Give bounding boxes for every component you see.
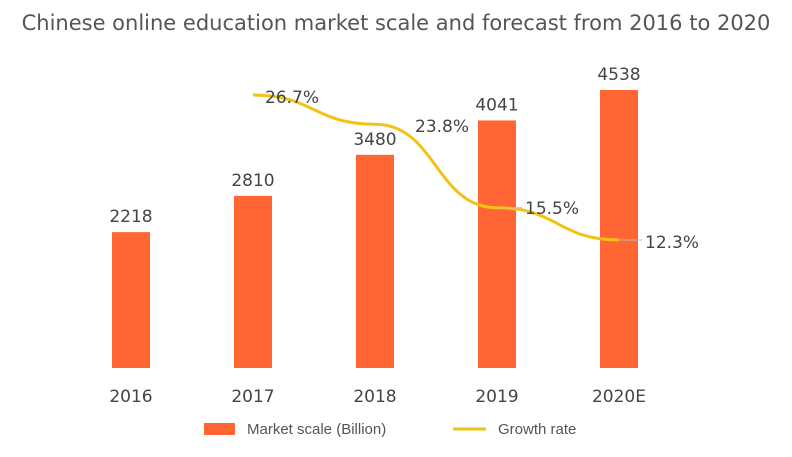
x-tick-label: 2016 bbox=[109, 387, 152, 407]
bar-2018 bbox=[356, 154, 394, 368]
growth-rate-label: 12.3% bbox=[645, 233, 699, 253]
legend-label-market-scale: Market scale (Billion) bbox=[247, 421, 386, 438]
legend-label-growth-rate: Growth rate bbox=[498, 421, 576, 438]
growth-rate-line bbox=[252, 93, 620, 242]
chart-title: Chinese online education market scale an… bbox=[22, 11, 771, 35]
bar-value-label: 2810 bbox=[231, 171, 274, 191]
x-tick-label: 2020E bbox=[592, 387, 646, 407]
bar-value-label: 4538 bbox=[597, 65, 640, 85]
bar-value-label: 2218 bbox=[109, 207, 152, 227]
bar-value-label: 4041 bbox=[475, 95, 518, 115]
bar-2020E bbox=[600, 90, 638, 368]
x-tick-label: 2019 bbox=[475, 387, 518, 407]
x-tick-label: 2017 bbox=[231, 387, 274, 407]
x-tick-label: 2018 bbox=[353, 387, 396, 407]
bar-2019 bbox=[478, 120, 516, 369]
bar-2017 bbox=[234, 195, 272, 368]
growth-rate-label: 26.7% bbox=[265, 88, 319, 108]
bar-value-label: 3480 bbox=[353, 130, 396, 150]
legend-swatch-market-scale bbox=[204, 423, 235, 435]
growth-rate-label: 23.8% bbox=[415, 117, 469, 137]
bar-2016 bbox=[112, 232, 150, 368]
legend: Market scale (Billion) Growth rate bbox=[204, 421, 576, 438]
growth-rate-label: 15.5% bbox=[525, 199, 579, 219]
